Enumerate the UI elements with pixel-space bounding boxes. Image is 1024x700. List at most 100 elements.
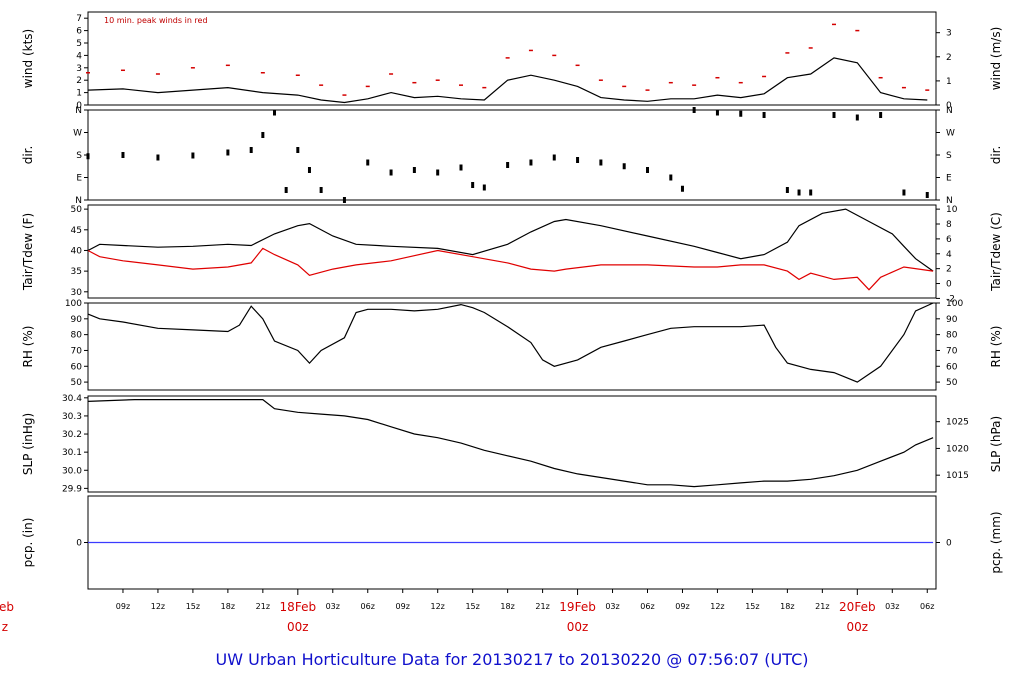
time-tick-label: 18z bbox=[500, 602, 514, 611]
time-tick-label: 03z bbox=[885, 602, 899, 611]
time-tick-label: 15z bbox=[465, 602, 479, 611]
wind-wind-line bbox=[87, 57, 928, 104]
dir-point bbox=[261, 132, 265, 138]
right-tick-label: 0 bbox=[946, 101, 952, 111]
right-tick-label: 80 bbox=[946, 331, 958, 341]
left-tick-label: 45 bbox=[71, 226, 82, 236]
dir-point bbox=[762, 112, 766, 118]
dir-point bbox=[436, 169, 440, 176]
time-tick-label: 06z bbox=[361, 602, 375, 611]
right-tick-label: 1020 bbox=[946, 444, 969, 454]
rh-rh-line bbox=[87, 302, 934, 383]
left-tick-label: 30.1 bbox=[62, 448, 82, 458]
left-tick-label: 5 bbox=[76, 39, 82, 49]
dir-point bbox=[506, 162, 510, 168]
dir-point bbox=[669, 174, 673, 181]
dir-point bbox=[622, 163, 626, 170]
dir-point bbox=[680, 185, 684, 192]
left-tick-label: 4 bbox=[76, 51, 82, 61]
left-tick-label: 30.2 bbox=[62, 430, 82, 440]
right-tick-label: -2 bbox=[946, 294, 955, 304]
dir-point bbox=[646, 167, 650, 173]
left-tick-label: 100 bbox=[65, 299, 82, 309]
annotation: 10 min. peak winds in red bbox=[104, 16, 208, 25]
day-tick-time: 00z bbox=[287, 620, 309, 634]
day-tick-time: 00z bbox=[567, 620, 589, 634]
dir-point bbox=[296, 147, 300, 153]
dir-point bbox=[366, 159, 370, 166]
time-tick-label: 09z bbox=[116, 602, 130, 611]
temp-tair-line bbox=[87, 208, 934, 272]
right-tick-label: 50 bbox=[946, 378, 958, 388]
day-tick-time: 00z bbox=[847, 620, 869, 634]
slp-frame bbox=[87, 395, 937, 493]
dir-point bbox=[529, 159, 533, 166]
slp-slp-line bbox=[87, 399, 934, 488]
time-tick-label: 12z bbox=[430, 602, 444, 611]
temp-tdew-line bbox=[87, 247, 934, 291]
panel-slp: 29.9 30.0 30.1 30.2 30.3 30.4 1015 1020 1025 SLP … bbox=[21, 394, 1003, 495]
dir-point bbox=[121, 152, 125, 158]
right-tick-label: 8 bbox=[946, 220, 952, 230]
panel-wind: 0 1 2 3 4 5 6 7 0 1 2 3 wind (kts) wind (m/s) 10 min. … bbox=[21, 11, 1003, 111]
left-tick-label: 35 bbox=[71, 267, 82, 277]
time-tick-label: 12z bbox=[710, 602, 724, 611]
dir-point bbox=[249, 147, 253, 153]
day-tick-date: 20Feb bbox=[839, 600, 876, 614]
wind-frame bbox=[87, 11, 937, 106]
time-tick-label: 21z bbox=[535, 602, 549, 611]
dir-point bbox=[471, 182, 475, 188]
left-tick-label: E bbox=[76, 174, 82, 184]
left-tick-label: 40 bbox=[71, 246, 83, 256]
left-tick-label: N bbox=[75, 196, 82, 206]
left-tick-label: 90 bbox=[71, 315, 83, 325]
right-tick-label: 2 bbox=[946, 53, 952, 63]
left-tick-label: N bbox=[75, 106, 82, 116]
time-axis: 09z 12z 15z 18z 21z 03z 06z 09z 12z 15z 18z 21z 03z 0… bbox=[0, 589, 934, 634]
footer-title: UW Urban Horticulture Data for 20130217 … bbox=[216, 650, 809, 669]
dir-point bbox=[226, 149, 230, 156]
temp-frame bbox=[87, 204, 937, 299]
right-tick-label: 1025 bbox=[946, 418, 969, 428]
ylabel-right: SLP (hPa) bbox=[989, 416, 1003, 472]
dir-point bbox=[307, 167, 311, 173]
dir-point bbox=[482, 184, 486, 191]
left-tick-label: 3 bbox=[76, 64, 82, 74]
ylabel-left: Tair/Tdew (F) bbox=[21, 213, 35, 291]
right-tick-label: W bbox=[946, 129, 955, 139]
dir-point bbox=[879, 112, 883, 118]
right-tick-label: 2 bbox=[946, 265, 952, 275]
right-tick-label: 0 bbox=[946, 539, 952, 549]
left-tick-label: 60 bbox=[71, 362, 83, 372]
time-tick-label: 12z bbox=[151, 602, 165, 611]
right-tick-label: 4 bbox=[946, 250, 952, 260]
time-tick-label: 06z bbox=[920, 602, 934, 611]
left-tick-label: 30.4 bbox=[62, 394, 82, 404]
dir-point bbox=[412, 167, 416, 173]
dir-frame bbox=[87, 109, 937, 201]
right-tick-label: N bbox=[946, 106, 953, 116]
dir-point bbox=[284, 187, 288, 193]
ylabel-left: dir. bbox=[21, 146, 35, 165]
left-tick-label: 50 bbox=[71, 205, 83, 215]
dir-point bbox=[832, 112, 836, 118]
left-tick-label: 6 bbox=[76, 27, 82, 37]
dir-point bbox=[156, 154, 160, 161]
day-tick-date: 18Feb bbox=[280, 600, 317, 614]
dir-point bbox=[342, 197, 346, 203]
day-tick-date: 19Feb bbox=[559, 600, 596, 614]
time-tick-label: 15z bbox=[186, 602, 200, 611]
time-tick-label: 15z bbox=[745, 602, 759, 611]
ylabel-left: SLP (inHg) bbox=[21, 413, 35, 475]
dir-point bbox=[459, 164, 463, 171]
left-tick-label: 80 bbox=[71, 331, 83, 341]
dir-point bbox=[797, 189, 801, 196]
right-tick-label: 90 bbox=[946, 315, 958, 325]
time-tick-label: 09z bbox=[675, 602, 689, 611]
time-tick-label: 03z bbox=[605, 602, 619, 611]
right-tick-label: N bbox=[946, 196, 953, 206]
left-tick-label: 70 bbox=[71, 346, 83, 356]
panel-rh: 50 60 70 80 90 100 50 60 70 80 90 100 RH (%) RH (%) bbox=[21, 299, 1003, 391]
clipped-day-date: eb bbox=[0, 600, 14, 614]
